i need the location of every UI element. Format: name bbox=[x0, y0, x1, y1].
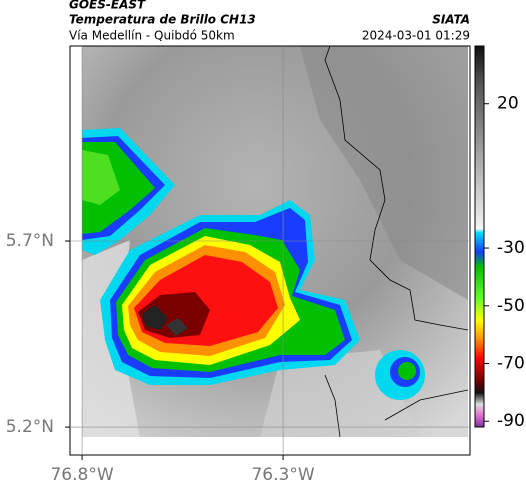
y-tick-label: 5.2°N bbox=[6, 417, 54, 437]
colorbar bbox=[474, 45, 485, 428]
x-tick-label: 76.3°W bbox=[251, 465, 314, 485]
x-tick-label: 76.8°W bbox=[50, 465, 113, 485]
colorbar-tick-label: -30 bbox=[497, 238, 525, 258]
colorbar-tick-label: -50 bbox=[497, 296, 525, 316]
datetime: 2024-03-01 01:29 bbox=[362, 29, 470, 43]
colorbar-tick-label: -70 bbox=[497, 354, 525, 374]
colorbar-tick-label: -90 bbox=[497, 411, 525, 431]
colorbar-tick-label: 20 bbox=[497, 94, 519, 114]
agency: SIATA bbox=[432, 13, 470, 27]
source: GOES-EAST bbox=[69, 0, 146, 12]
map-frame bbox=[69, 45, 471, 456]
y-tick-label: 5.7°N bbox=[6, 231, 54, 251]
subtitle: Vía Medellín - Quibdó 50km bbox=[69, 29, 235, 43]
title: Temperatura de Brillo CH13 bbox=[69, 13, 256, 27]
imagery bbox=[70, 45, 470, 455]
